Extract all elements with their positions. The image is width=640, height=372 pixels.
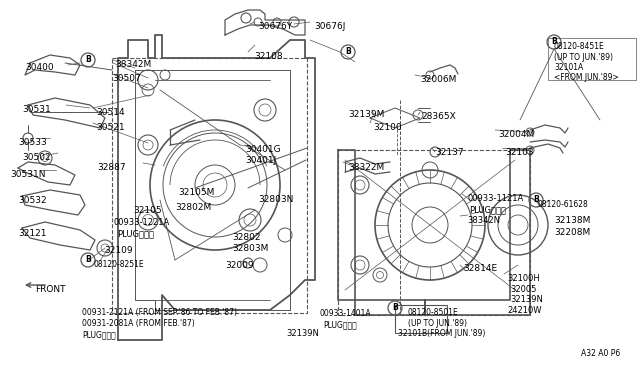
Text: 32100H: 32100H <box>507 274 540 283</box>
Text: 30531N: 30531N <box>10 170 45 179</box>
Text: 32802: 32802 <box>232 233 260 242</box>
Text: 08120-61628: 08120-61628 <box>538 200 589 209</box>
Text: 32004M: 32004M <box>498 130 534 139</box>
Text: PLUGブラグ: PLUGブラグ <box>323 320 356 329</box>
Text: 38342N: 38342N <box>467 216 500 225</box>
Text: 32814E: 32814E <box>463 264 497 273</box>
Text: 32138M: 32138M <box>554 216 590 225</box>
Text: 30514: 30514 <box>96 108 125 117</box>
Text: 32103: 32103 <box>505 148 534 157</box>
Text: 32006M: 32006M <box>420 75 456 84</box>
Text: 32137: 32137 <box>435 148 463 157</box>
Text: 00933-1221A: 00933-1221A <box>113 218 169 227</box>
Text: 30676J: 30676J <box>314 22 346 31</box>
Text: 38342M: 38342M <box>115 60 151 69</box>
Text: 32005: 32005 <box>510 285 536 294</box>
Text: 30401G: 30401G <box>245 145 280 154</box>
Text: B: B <box>533 196 539 205</box>
Text: 32100: 32100 <box>373 123 402 132</box>
Text: 08120-8451E: 08120-8451E <box>554 42 605 51</box>
Text: 30400: 30400 <box>25 63 54 72</box>
Text: 32803M: 32803M <box>232 244 268 253</box>
Text: <FROM JUN.'89>: <FROM JUN.'89> <box>554 73 619 82</box>
Text: 30676Y: 30676Y <box>258 22 292 31</box>
Text: 32109: 32109 <box>104 246 132 255</box>
Text: (UP TO JUN.'89): (UP TO JUN.'89) <box>408 319 467 328</box>
Text: 32139M: 32139M <box>348 110 385 119</box>
Text: 30521: 30521 <box>96 123 125 132</box>
Text: 28365X: 28365X <box>421 112 456 121</box>
Text: PLUGブラグ: PLUGブラグ <box>117 229 154 238</box>
Text: B: B <box>345 48 351 57</box>
Text: 00933-1401A: 00933-1401A <box>320 309 372 318</box>
Text: 32803N: 32803N <box>258 195 293 204</box>
Text: 24210W: 24210W <box>507 306 541 315</box>
Text: 00931-2121A (FROM SEP.'86 TO FEB.'87): 00931-2121A (FROM SEP.'86 TO FEB.'87) <box>82 308 237 317</box>
Text: 32105: 32105 <box>133 206 162 215</box>
Text: B: B <box>85 55 91 64</box>
Bar <box>338 150 530 315</box>
Text: B: B <box>551 38 557 46</box>
Text: 08120-8501E: 08120-8501E <box>408 308 459 317</box>
Text: 32108: 32108 <box>254 52 283 61</box>
Text: B: B <box>85 256 91 264</box>
Text: FRONT: FRONT <box>35 285 65 294</box>
Text: 32101A: 32101A <box>554 63 583 72</box>
Text: 30533: 30533 <box>18 138 47 147</box>
Text: 32208M: 32208M <box>554 228 590 237</box>
Text: 30507: 30507 <box>112 74 141 83</box>
Text: 08120-8251E: 08120-8251E <box>93 260 143 269</box>
Text: 30401J: 30401J <box>245 156 276 165</box>
Text: (UP TO JUN.'89): (UP TO JUN.'89) <box>554 53 613 62</box>
Bar <box>395 305 447 333</box>
Bar <box>548 38 636 80</box>
Text: 32139N: 32139N <box>286 329 319 338</box>
Text: 32121: 32121 <box>18 229 47 238</box>
Text: 38322M: 38322M <box>348 163 384 172</box>
Text: 00931-2081A (FROM FEB.'87): 00931-2081A (FROM FEB.'87) <box>82 319 195 328</box>
Text: 32887: 32887 <box>97 163 125 172</box>
Text: 30531: 30531 <box>22 105 51 114</box>
Bar <box>112 58 307 313</box>
Text: PLUGブラグ: PLUGブラグ <box>469 205 506 214</box>
Text: 00933-1121A: 00933-1121A <box>467 194 524 203</box>
Text: 32802M: 32802M <box>175 203 211 212</box>
Text: 30532: 30532 <box>18 196 47 205</box>
Text: 32105M: 32105M <box>178 188 214 197</box>
Text: PLUGブラグ: PLUGブラグ <box>82 330 116 339</box>
Text: 32101B(FROM JUN.'89): 32101B(FROM JUN.'89) <box>398 329 485 338</box>
Text: B: B <box>392 304 398 312</box>
Text: A32 A0 P6: A32 A0 P6 <box>580 349 620 358</box>
Text: 32009: 32009 <box>225 261 253 270</box>
Text: 32139N: 32139N <box>510 295 543 304</box>
Text: 30502: 30502 <box>22 153 51 162</box>
